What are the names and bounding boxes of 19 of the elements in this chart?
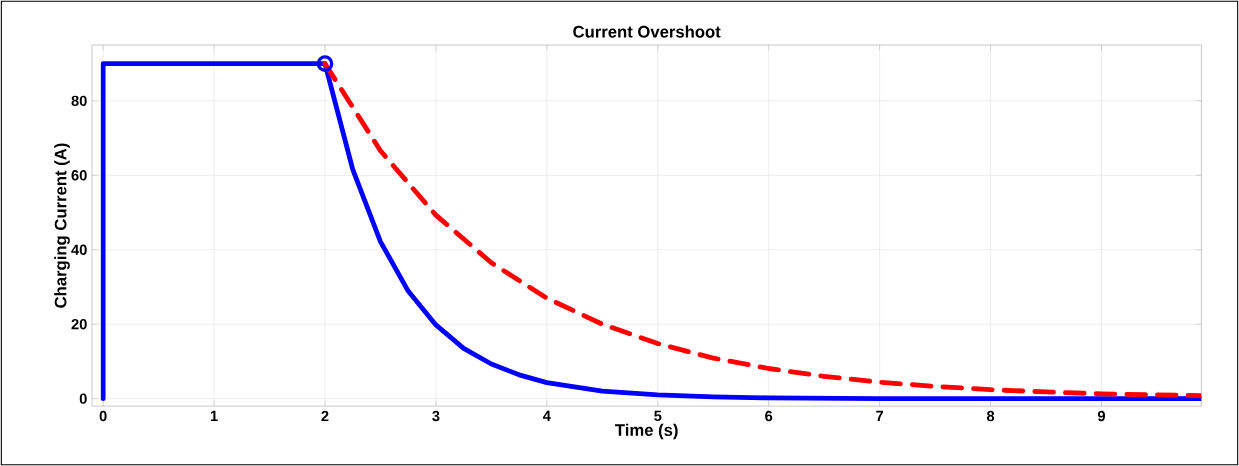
chart-title: Current Overshoot: [573, 25, 721, 38]
line-series: [322, 61, 1202, 399]
y-tick-label: 80: [71, 95, 87, 106]
x-tick-label: 1: [210, 410, 218, 421]
x-axis-title: Time (s): [615, 423, 678, 440]
y-tick-label: 60: [71, 170, 87, 181]
y-axis-title: Charging Current (A): [54, 143, 70, 308]
x-tick-label: 6: [765, 410, 773, 422]
y-tick-label: 20: [71, 318, 87, 330]
x-tick-label: 2: [321, 410, 329, 421]
x-tick-label: 7: [876, 410, 884, 421]
x-tick-label: 0: [99, 410, 107, 422]
y-tick-label: 0: [79, 393, 87, 404]
y-tick-label: 40: [71, 244, 87, 255]
x-tick-label: 3: [432, 410, 440, 422]
x-tick-label: 8: [986, 410, 995, 422]
x-tick-label: 9: [1097, 410, 1106, 422]
x-tick-label: 5: [654, 410, 662, 421]
x-tick-label: 4: [543, 410, 551, 421]
